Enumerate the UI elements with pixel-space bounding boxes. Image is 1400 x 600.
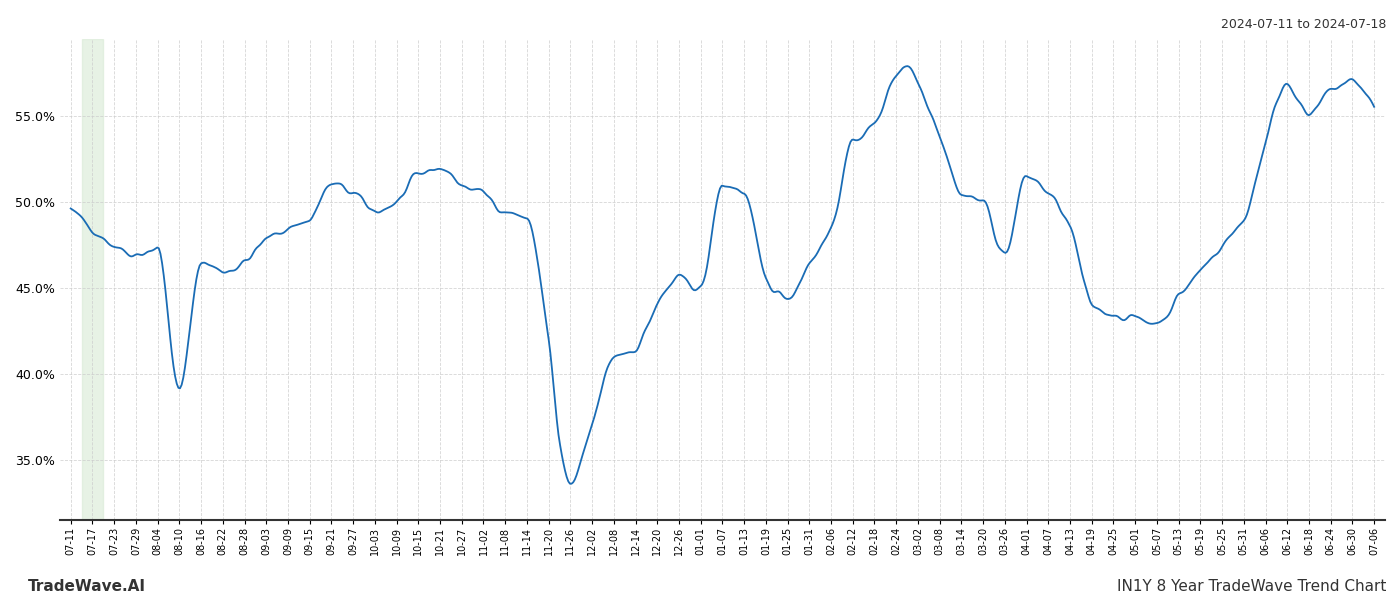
Text: TradeWave.AI: TradeWave.AI: [28, 579, 146, 594]
Text: 2024-07-11 to 2024-07-18: 2024-07-11 to 2024-07-18: [1221, 18, 1386, 31]
Text: IN1Y 8 Year TradeWave Trend Chart: IN1Y 8 Year TradeWave Trend Chart: [1117, 579, 1386, 594]
Bar: [81, 39, 104, 520]
